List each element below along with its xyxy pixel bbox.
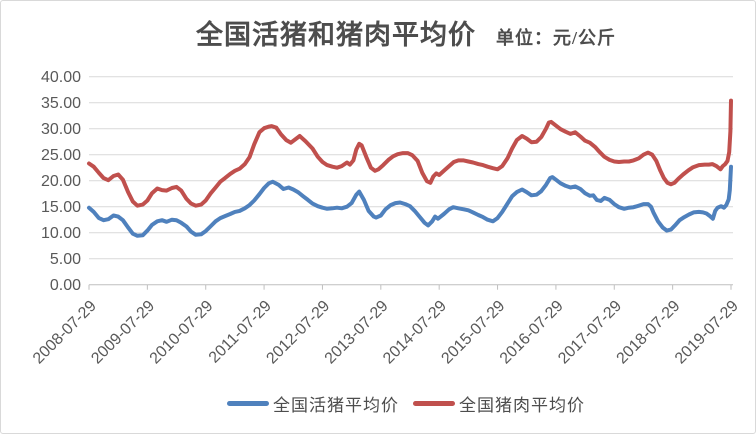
x-tick-label: 2010-07-29	[147, 297, 217, 367]
y-tick-label: 5.00	[50, 251, 81, 268]
y-tick-label: 30.00	[41, 121, 81, 138]
y-tick-label: 25.00	[41, 147, 81, 164]
y-tick-label: 15.00	[41, 199, 81, 216]
y-tick-label: 0.00	[50, 277, 81, 294]
chart-header: 全国活猪和猪肉平均价 单位：元/公斤	[81, 13, 731, 52]
live-pig-line-swatch-icon	[227, 401, 269, 406]
legend-item-pork: 全国猪肉平均价	[413, 391, 585, 416]
legend-label-live-pig: 全国活猪平均价	[273, 396, 399, 415]
legend-label-pork: 全国猪肉平均价	[459, 396, 585, 415]
pork-line-swatch-icon	[413, 401, 455, 406]
chart-unit-label: 单位：元/公斤	[495, 28, 616, 48]
chart-title: 全国活猪和猪肉平均价	[195, 20, 476, 50]
series-line-pork	[87, 98, 733, 208]
y-tick-label: 20.00	[41, 173, 81, 190]
x-tick-label: 2019-07-29	[672, 297, 742, 367]
y-tick-label: 10.00	[41, 225, 81, 242]
legend-item-live-pig: 全国活猪平均价	[227, 391, 399, 416]
y-tick-label: 35.00	[41, 95, 81, 112]
legend: 全国活猪平均价 全国猪肉平均价	[81, 391, 731, 416]
y-tick-label: 40.00	[41, 69, 81, 86]
series-line-live-pig	[87, 164, 733, 238]
